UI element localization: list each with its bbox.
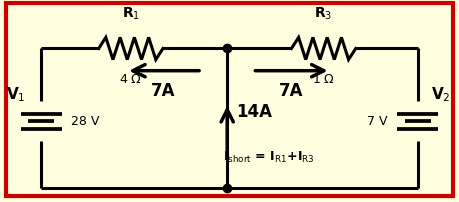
Text: I$_{\mathsf{short}}$ = I$_{\mathsf{R1}}$+I$_{\mathsf{R3}}$: I$_{\mathsf{short}}$ = I$_{\mathsf{R1}}$…: [223, 149, 314, 165]
Text: 7A: 7A: [151, 82, 175, 100]
Text: 14A: 14A: [236, 103, 272, 121]
Text: V$_2$: V$_2$: [431, 86, 451, 104]
Text: 28 V: 28 V: [71, 115, 100, 128]
Text: 7 V: 7 V: [367, 115, 388, 128]
Text: V$_1$: V$_1$: [6, 86, 25, 104]
Text: 4 $\Omega$: 4 $\Omega$: [119, 73, 142, 86]
Text: R$_1$: R$_1$: [122, 6, 140, 22]
Text: R$_3$: R$_3$: [314, 6, 333, 22]
Text: 7A: 7A: [279, 82, 304, 100]
Text: 1 $\Omega$: 1 $\Omega$: [312, 73, 335, 86]
